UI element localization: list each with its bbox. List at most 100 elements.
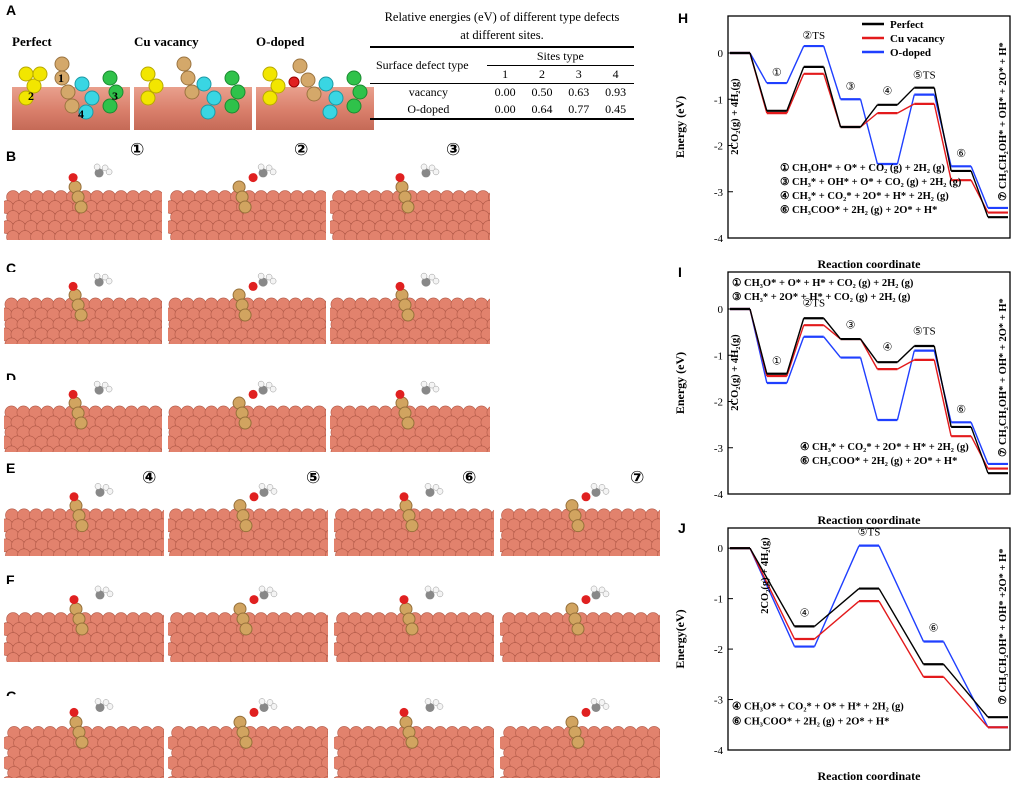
step-marker-4: ④	[142, 468, 157, 488]
series-cu-vacancy	[730, 547, 1008, 729]
perfect-surface-illustration: 1 2 3 4	[18, 56, 124, 121]
cell-value: 0.45	[605, 102, 627, 116]
energy-connector	[933, 345, 952, 428]
step-marker-7: ⑦	[630, 468, 645, 488]
energy-connector	[749, 547, 796, 627]
cell-value: 0.00	[494, 102, 516, 116]
reaction-note: ④ CH₃O* + CO₂* + O* + H* + 2H₂ (g)	[732, 701, 904, 713]
energy-connector	[970, 179, 989, 213]
energy-connector	[823, 45, 842, 100]
structure-snapshot	[168, 584, 328, 662]
panel-letter-b: B	[6, 148, 17, 164]
final-state-label: ⑦ CH₃CH₂OH* + OH* + 2O* + H*	[997, 42, 1009, 201]
snapshot-atoms	[168, 585, 328, 662]
structure-snapshot	[334, 584, 494, 662]
energy-connector	[897, 359, 915, 370]
snapshot-atoms	[4, 163, 162, 240]
final-state-label: ⑦ CH₃CH₂OH* + OH* + 2O* + H*	[997, 298, 1009, 457]
plot-frame	[727, 527, 1011, 751]
structure-snapshot	[500, 482, 660, 556]
y-tick-label: 0	[718, 304, 724, 316]
table-row: vacancy 0.00 0.50 0.63 0.93	[370, 83, 634, 102]
snapshot-atoms	[334, 585, 494, 662]
snapshot-atoms	[4, 585, 164, 662]
snapshot-atoms	[330, 380, 490, 452]
y-tick-label: -4	[714, 745, 724, 757]
cell-value: 0.64	[531, 102, 553, 116]
structure-snapshot	[4, 482, 164, 556]
energy-connector	[942, 641, 989, 728]
state-marker: ①	[772, 356, 782, 368]
structure-snapshot	[168, 162, 326, 240]
y-axis-label: Energy (eV)	[673, 96, 687, 158]
reaction-note: ⑥ CH₃COO* + 2H₂ (g) + 2O* + H*	[732, 716, 889, 728]
legend-label: Cu vacancy	[890, 33, 945, 45]
y-tick-label: -3	[714, 443, 724, 455]
energy-connector	[814, 588, 860, 627]
energy-connector	[786, 336, 805, 384]
energy-connector	[897, 103, 915, 114]
step-marker-6: ⑥	[462, 468, 477, 488]
start-state-label: 2CO₂(g) + 4H₂(g)	[730, 78, 741, 155]
defect-energy-table: Surface defect type Sites type 1 2 3 4 v…	[370, 46, 634, 120]
y-tick-label: -1	[714, 350, 723, 362]
state-marker: ⑥	[956, 404, 966, 416]
y-tick-label: -2	[714, 141, 723, 153]
plot-frame	[727, 15, 1011, 239]
structure-snapshot	[168, 482, 328, 556]
chart-j: -4 -3 -2 -1 0 Energy(eV) Reaction coordinate ④ ⑤…	[673, 527, 1011, 783]
cell-value: 0.77	[568, 102, 590, 116]
step-marker-5: ⑤	[306, 468, 321, 488]
site-header-4: 4	[612, 67, 619, 81]
snapshot-atoms	[168, 163, 326, 240]
state-marker: ⑤TS	[858, 527, 881, 539]
cell-value: 0.63	[568, 85, 590, 99]
series-perfect	[730, 51, 1008, 219]
reaction-note: ③ CH₃* + OH* + O* + CO₂ (g) + 2H₂ (g)	[780, 176, 962, 188]
x-axis-label: Reaction coordinate	[818, 513, 922, 527]
energy-connector	[786, 324, 805, 377]
reaction-note: ④ CH₃* + CO₂* + 2O* + H* + 2H₂ (g)	[800, 441, 969, 453]
model-perfect-image: 1 2 3 4	[12, 52, 130, 130]
energy-connector	[823, 66, 842, 128]
energy-connector	[896, 345, 915, 363]
state-marker: ④	[800, 607, 810, 619]
legend: Perfect Cu vacancy O-doped	[862, 19, 945, 59]
snapshot-atoms	[168, 483, 328, 556]
energy-connector	[933, 103, 952, 181]
energy-connector	[933, 87, 952, 172]
energy-connector	[749, 308, 768, 374]
energy-connector	[859, 99, 879, 165]
plot-frame	[727, 271, 1011, 495]
structure-snapshot	[334, 482, 494, 556]
energy-connector	[814, 600, 860, 640]
energy-connector	[749, 52, 768, 112]
snapshot-atoms	[500, 585, 660, 662]
panel-letter-d: D	[6, 370, 17, 386]
energy-connector	[970, 422, 989, 465]
y-tick-label: 0	[718, 48, 724, 60]
structure-snapshot	[4, 272, 162, 344]
step-marker-3: ③	[446, 140, 461, 160]
reaction-note: ⑥ CH₃COO* + 2H₂ (g) + 2O* + H*	[780, 204, 937, 216]
state-marker: ⑤TS	[913, 325, 936, 337]
state-marker: ③	[846, 81, 856, 93]
start-state-label: 2CO₂(g) + 4H₂(g)	[760, 537, 771, 614]
energy-connector	[786, 45, 805, 84]
y-tick-label: -3	[714, 187, 724, 199]
table-title-line1: Relative energies (eV) of different type…	[384, 10, 620, 24]
table-caption: Relative energies (eV) of different type…	[370, 8, 634, 44]
site-3-label: 3	[112, 89, 118, 103]
state-marker: ③	[846, 319, 856, 331]
site-1-label: 1	[58, 71, 64, 85]
energy-connector	[749, 547, 796, 640]
series-perfect	[730, 547, 1008, 719]
y-tick-label: -1	[714, 594, 723, 606]
step-marker-2: ②	[294, 140, 309, 160]
energy-connector	[860, 104, 878, 128]
site-2-label: 2	[28, 89, 34, 103]
state-marker: ⑥	[956, 148, 966, 160]
panel-letter-a: A	[6, 2, 17, 18]
state-marker: ⑥	[929, 622, 939, 634]
state-marker: ④	[882, 86, 892, 98]
